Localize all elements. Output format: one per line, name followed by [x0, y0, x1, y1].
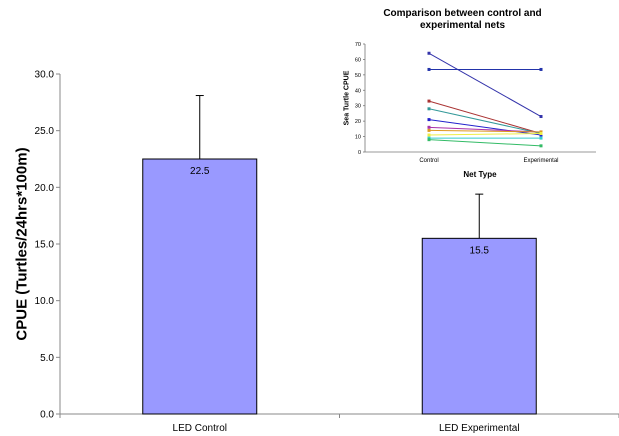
inset-y-tick-label: 60	[355, 57, 361, 63]
inset-series-line	[428, 100, 542, 134]
inset-series-point	[539, 130, 543, 134]
inset-series-point	[427, 99, 431, 103]
inset-series-point	[427, 67, 431, 71]
x-tick-label: LED Control	[173, 423, 227, 434]
inset-series-point	[427, 136, 431, 140]
x-tick-label: LED Experimental	[439, 423, 520, 434]
y-tick-label: 30.0	[35, 70, 55, 81]
inset-y-axis-label: Sea Turtle CPUE	[343, 70, 351, 126]
inset-series-line	[428, 132, 542, 136]
y-tick-label: 20.0	[35, 183, 55, 194]
inset-series-point	[539, 136, 543, 140]
inset-series-point	[427, 125, 431, 129]
inset-series-line	[428, 126, 542, 133]
main-bar-chart: 0.0 5.0 10.0 15.0 20.0 25.0 30.0 22.5 LED Contro…	[35, 70, 619, 434]
inset-series-line	[428, 119, 542, 136]
inset-series-point	[427, 107, 431, 111]
inset-x-tick-label: Experimental	[523, 158, 558, 164]
inset-y-tick-label: 0	[358, 150, 361, 156]
y-tick-label: 10.0	[35, 296, 55, 307]
inset-plot-area	[365, 44, 596, 152]
inset-y-tick-label: 10	[355, 135, 361, 141]
y-tick-label: 0.0	[40, 410, 54, 421]
inset-series-point	[539, 131, 543, 135]
y-tick-label: 25.0	[35, 126, 55, 137]
inset-series-point	[539, 115, 543, 119]
y-axis-label: CPUE (Turtles/24hrs*100m)	[13, 147, 31, 341]
inset-chart-title: Comparison between control and experimen…	[383, 8, 542, 31]
y-tick-label: 5.0	[40, 353, 54, 364]
inset-series-point	[427, 138, 431, 142]
inset-series-point	[539, 133, 543, 137]
bar	[142, 158, 258, 415]
inset-series-line	[428, 52, 542, 117]
inset-y-tick-label: 70	[355, 42, 361, 48]
inset-series-point	[427, 51, 431, 55]
inset-series-point	[539, 67, 543, 71]
inset-y-tick-label: 40	[355, 88, 361, 94]
inset-x-axis-label: Net Type	[463, 170, 497, 179]
inset-series-point	[427, 118, 431, 122]
inset-y-tick-label: 20	[355, 119, 361, 125]
inset-series-point	[427, 133, 431, 137]
y-tick-label: 15.0	[35, 240, 55, 251]
inset-series-point	[539, 144, 543, 148]
inset-series-line	[428, 108, 542, 134]
inset-y-tick-label: 50	[355, 73, 361, 79]
bar-value-label: 22.5	[190, 166, 210, 177]
inset-series-line	[428, 129, 542, 133]
inset-series-line	[428, 139, 542, 147]
inset-y-tick-label: 30	[355, 104, 361, 110]
inset-line-chart: 0 10 20 30 40 50 60 70 Control Experimental	[355, 42, 596, 164]
bar-value-label: 15.5	[470, 245, 490, 256]
inset-x-tick-label: Control	[419, 158, 438, 164]
bar	[421, 237, 537, 415]
inset-series-point	[427, 128, 431, 132]
